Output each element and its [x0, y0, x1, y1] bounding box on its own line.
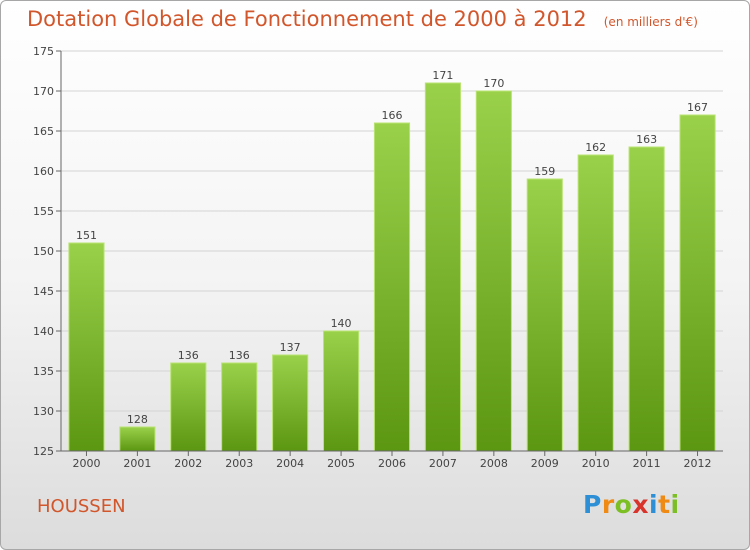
bar-2004	[272, 354, 309, 452]
bar-2010	[577, 154, 614, 452]
value-label: 137	[280, 341, 301, 354]
bar-2012	[679, 114, 716, 452]
x-tick-label: 2001	[123, 457, 151, 470]
value-label: 170	[483, 77, 504, 90]
chart-title: Dotation Globale de Fonctionnement de 20…	[27, 7, 698, 31]
bar-2006	[373, 122, 411, 452]
axes	[56, 50, 723, 456]
bar-2008	[475, 90, 512, 452]
y-tick-label: 135	[33, 365, 54, 378]
value-label: 171	[432, 69, 453, 82]
y-tick-label: 150	[33, 245, 54, 258]
bar-2002	[170, 362, 207, 452]
x-tick-label: 2009	[531, 457, 559, 470]
y-tick-label: 145	[33, 285, 54, 298]
bar-2000	[68, 242, 105, 452]
bar-2001	[119, 426, 156, 452]
logo-letter: P	[583, 490, 602, 519]
x-tick-label: 2005	[327, 457, 355, 470]
logo-letter: t	[658, 490, 671, 519]
town-name: HOUSSEN	[37, 496, 126, 517]
value-label: 167	[687, 101, 708, 114]
logo-letter: r	[601, 490, 615, 519]
x-tick-label: 2011	[633, 457, 661, 470]
unit-note: (en milliers d'€)	[603, 15, 698, 29]
y-tick-label: 170	[33, 85, 54, 98]
x-tick-label: 2008	[480, 457, 508, 470]
bars	[68, 82, 716, 452]
x-tick-label: 2012	[684, 457, 712, 470]
bar-2005	[323, 330, 360, 452]
logo-letter: i	[649, 490, 659, 519]
x-tick-label: 2007	[429, 457, 457, 470]
x-tick-label: 2004	[276, 457, 304, 470]
x-tick-label: 2006	[378, 457, 406, 470]
value-label: 128	[127, 413, 148, 426]
bar-2011	[628, 146, 665, 452]
value-label: 166	[382, 109, 403, 122]
value-label: 159	[534, 165, 555, 178]
y-tick-label: 125	[33, 445, 54, 458]
value-label: 136	[229, 349, 250, 362]
labels: 125 130 135 140 145 150 155 160 165 170 175 151 2000…	[33, 45, 712, 470]
value-label: 163	[636, 133, 657, 146]
logo-letter: x	[632, 490, 649, 519]
y-tick-label: 175	[33, 45, 54, 58]
bar-2009	[526, 178, 563, 452]
logo-letter: i	[670, 490, 680, 519]
value-label: 151	[76, 229, 97, 242]
y-tick-label: 165	[33, 125, 54, 138]
proxiti-logo[interactable]: Proxiti	[583, 490, 680, 519]
x-tick-label: 2003	[225, 457, 253, 470]
x-tick-label: 2000	[72, 457, 100, 470]
chart-title-text: Dotation Globale de Fonctionnement de 20…	[27, 7, 587, 31]
y-tick-label: 160	[33, 165, 54, 178]
y-tick-label: 140	[33, 325, 54, 338]
x-tick-label: 2002	[174, 457, 202, 470]
y-tick-label: 130	[33, 405, 54, 418]
value-label: 136	[178, 349, 199, 362]
bar-2003	[221, 362, 258, 452]
value-label: 162	[585, 141, 606, 154]
value-label: 140	[331, 317, 352, 330]
logo-letter: o	[614, 490, 633, 519]
x-tick-label: 2010	[582, 457, 610, 470]
y-tick-label: 155	[33, 205, 54, 218]
bar-2007	[424, 82, 461, 452]
